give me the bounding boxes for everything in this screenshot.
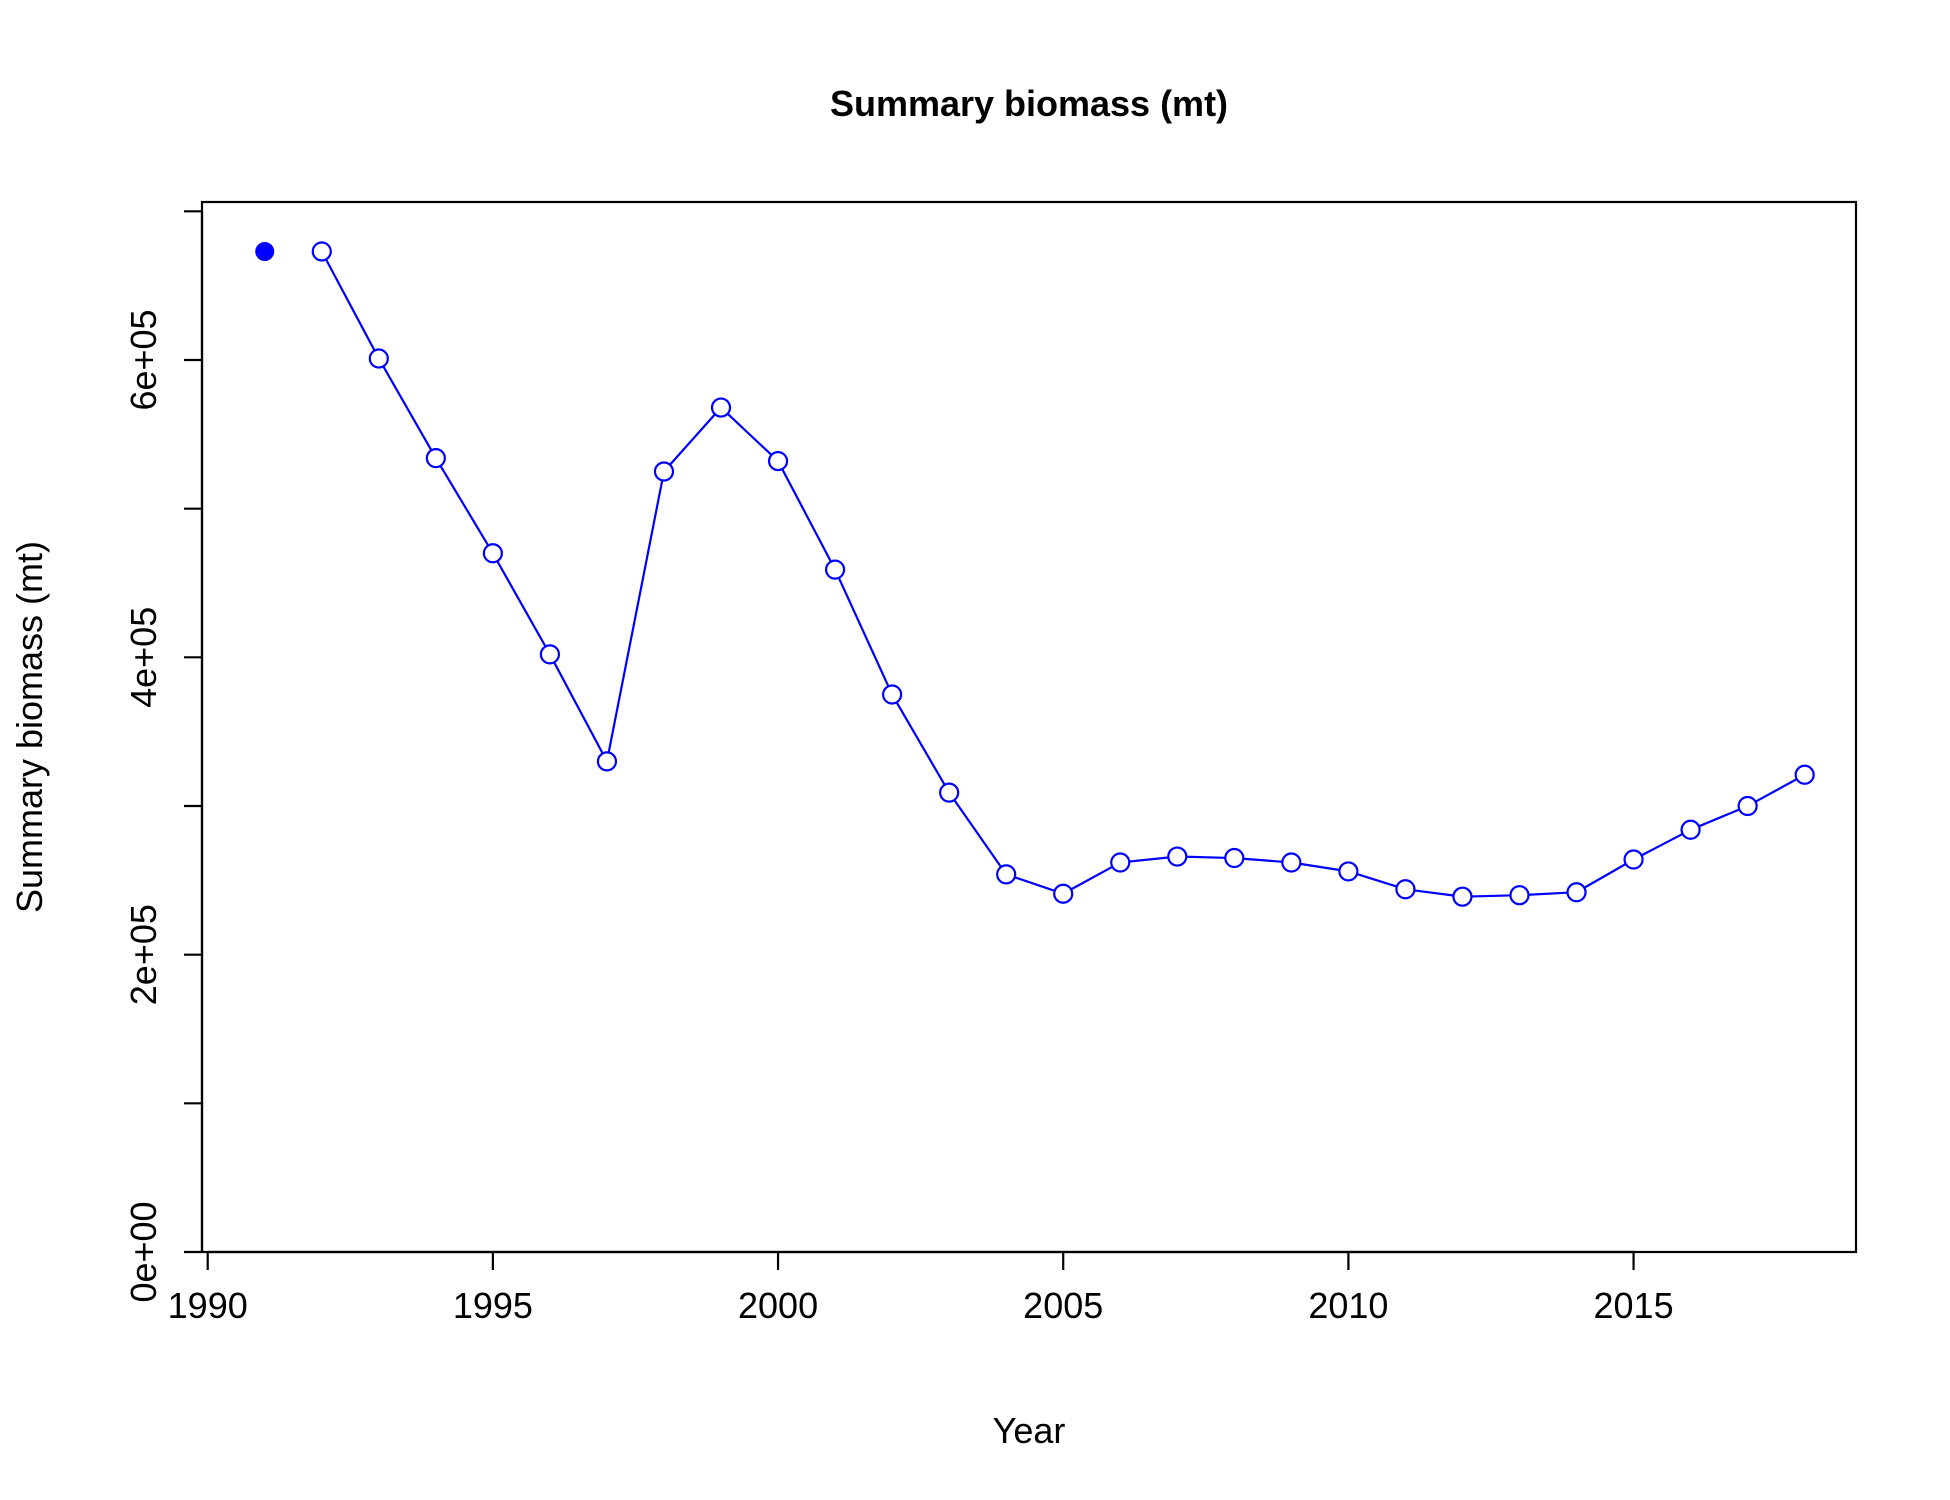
series-layer xyxy=(255,241,1815,907)
data-point xyxy=(482,543,503,564)
data-point xyxy=(710,397,732,418)
x-tick-label: 2010 xyxy=(1308,1285,1388,1326)
series-line xyxy=(325,258,1798,898)
data-point xyxy=(1566,882,1587,903)
data-point xyxy=(368,348,389,369)
data-point xyxy=(425,448,446,469)
data-point xyxy=(1167,846,1188,867)
x-axis-label: Year xyxy=(993,1410,1066,1451)
data-point xyxy=(596,751,618,772)
data-point xyxy=(1509,885,1530,906)
data-point xyxy=(1794,764,1815,785)
chart-title: Summary biomass (mt) xyxy=(830,83,1228,124)
y-axis-label: Summary biomass (mt) xyxy=(9,541,50,913)
data-point xyxy=(1110,852,1131,873)
x-tick-label: 1990 xyxy=(168,1285,248,1326)
x-tick-label: 1995 xyxy=(453,1285,533,1326)
y-tick-label: 6e+05 xyxy=(123,309,164,410)
y-tick-label: 4e+05 xyxy=(123,607,164,708)
initial-data-point xyxy=(255,241,275,261)
x-axis: 1990 1995 2000 2005 2010 2015 xyxy=(168,1250,1674,1326)
y-tick-label: 0e+00 xyxy=(123,1201,164,1302)
data-point xyxy=(882,684,903,705)
data-point xyxy=(311,241,332,262)
data-point xyxy=(1224,847,1245,869)
x-tick-label: 2000 xyxy=(738,1285,818,1326)
data-point xyxy=(1053,883,1074,904)
x-tick-label: 2005 xyxy=(1023,1285,1103,1326)
x-tick-label: 2015 xyxy=(1594,1285,1674,1326)
y-tick-label: 2e+05 xyxy=(123,904,164,1005)
y-axis: 0e+00 2e+05 4e+05 6e+05 xyxy=(123,210,204,1303)
data-point xyxy=(1680,819,1701,840)
data-point xyxy=(939,782,960,803)
data-point xyxy=(1281,852,1302,873)
data-point xyxy=(539,644,561,665)
plot-area-border xyxy=(200,200,1858,1254)
data-point xyxy=(653,461,675,482)
data-point xyxy=(1452,886,1473,907)
data-point xyxy=(1395,879,1416,900)
data-point xyxy=(996,864,1017,885)
data-point xyxy=(767,450,789,472)
data-point xyxy=(824,559,846,580)
data-point xyxy=(1338,861,1359,882)
data-point xyxy=(1737,795,1758,817)
data-point xyxy=(1623,849,1644,870)
